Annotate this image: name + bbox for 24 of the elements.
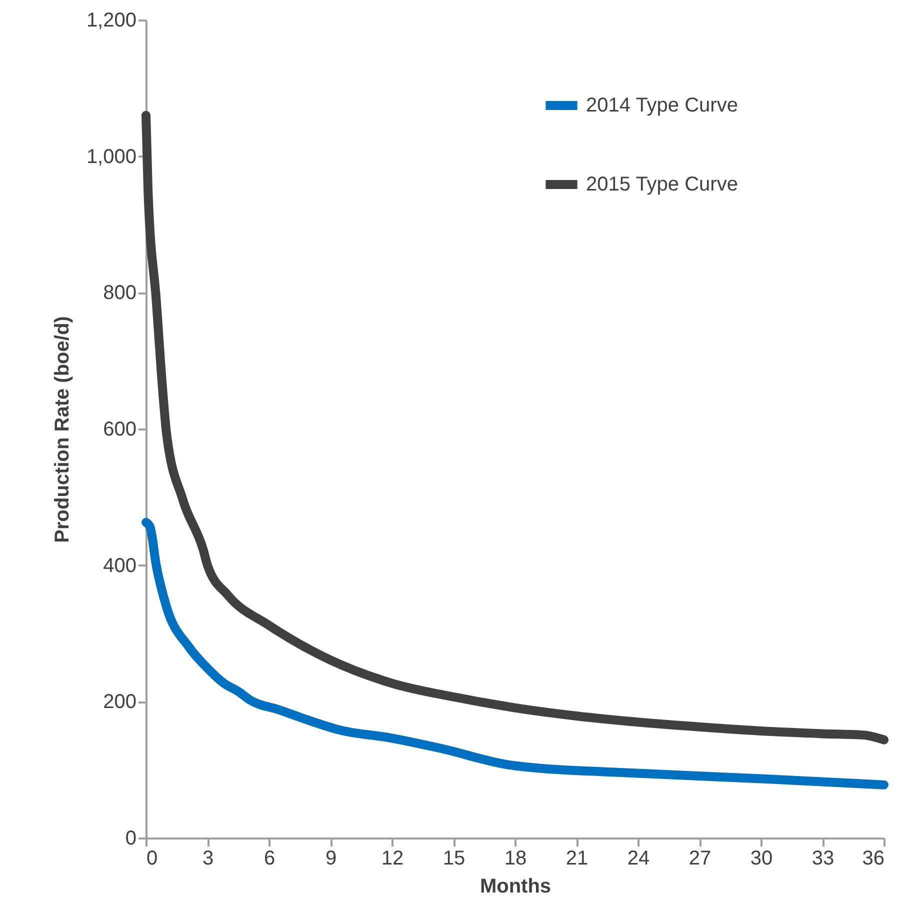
legend-label: 2015 Type Curve <box>586 174 738 196</box>
x-tick-label: 27 <box>688 848 712 870</box>
x-tick-label: 12 <box>381 848 404 870</box>
x-axis-title: Months <box>480 876 552 898</box>
y-tick-label: 400 <box>103 554 136 577</box>
y-tick-label: 800 <box>103 282 136 304</box>
y-tick-label: 600 <box>103 418 136 440</box>
x-tick-label: 30 <box>750 848 773 870</box>
x-tick-label: 9 <box>325 848 337 870</box>
y-tick-label: 1,200 <box>86 10 136 32</box>
y-axis-title: Production Rate (boe/d) <box>51 316 74 543</box>
x-tick-label: 3 <box>202 848 214 870</box>
x-tick-label: 24 <box>627 848 650 870</box>
y-tick-label: 1,000 <box>86 146 136 168</box>
legend-label: 2014 Type Curve <box>586 94 738 116</box>
x-tick-label: 33 <box>812 848 834 870</box>
x-tick-label: 18 <box>504 848 527 870</box>
x-tick-label: 6 <box>264 848 276 870</box>
x-tick-label: 0 <box>146 848 158 870</box>
x-tick-label: 36 <box>862 848 884 870</box>
x-tick-label: 21 <box>566 848 588 870</box>
y-tick-label: 0 <box>125 828 136 850</box>
y-tick-label: 200 <box>103 691 136 714</box>
x-tick-label: 15 <box>442 848 466 870</box>
